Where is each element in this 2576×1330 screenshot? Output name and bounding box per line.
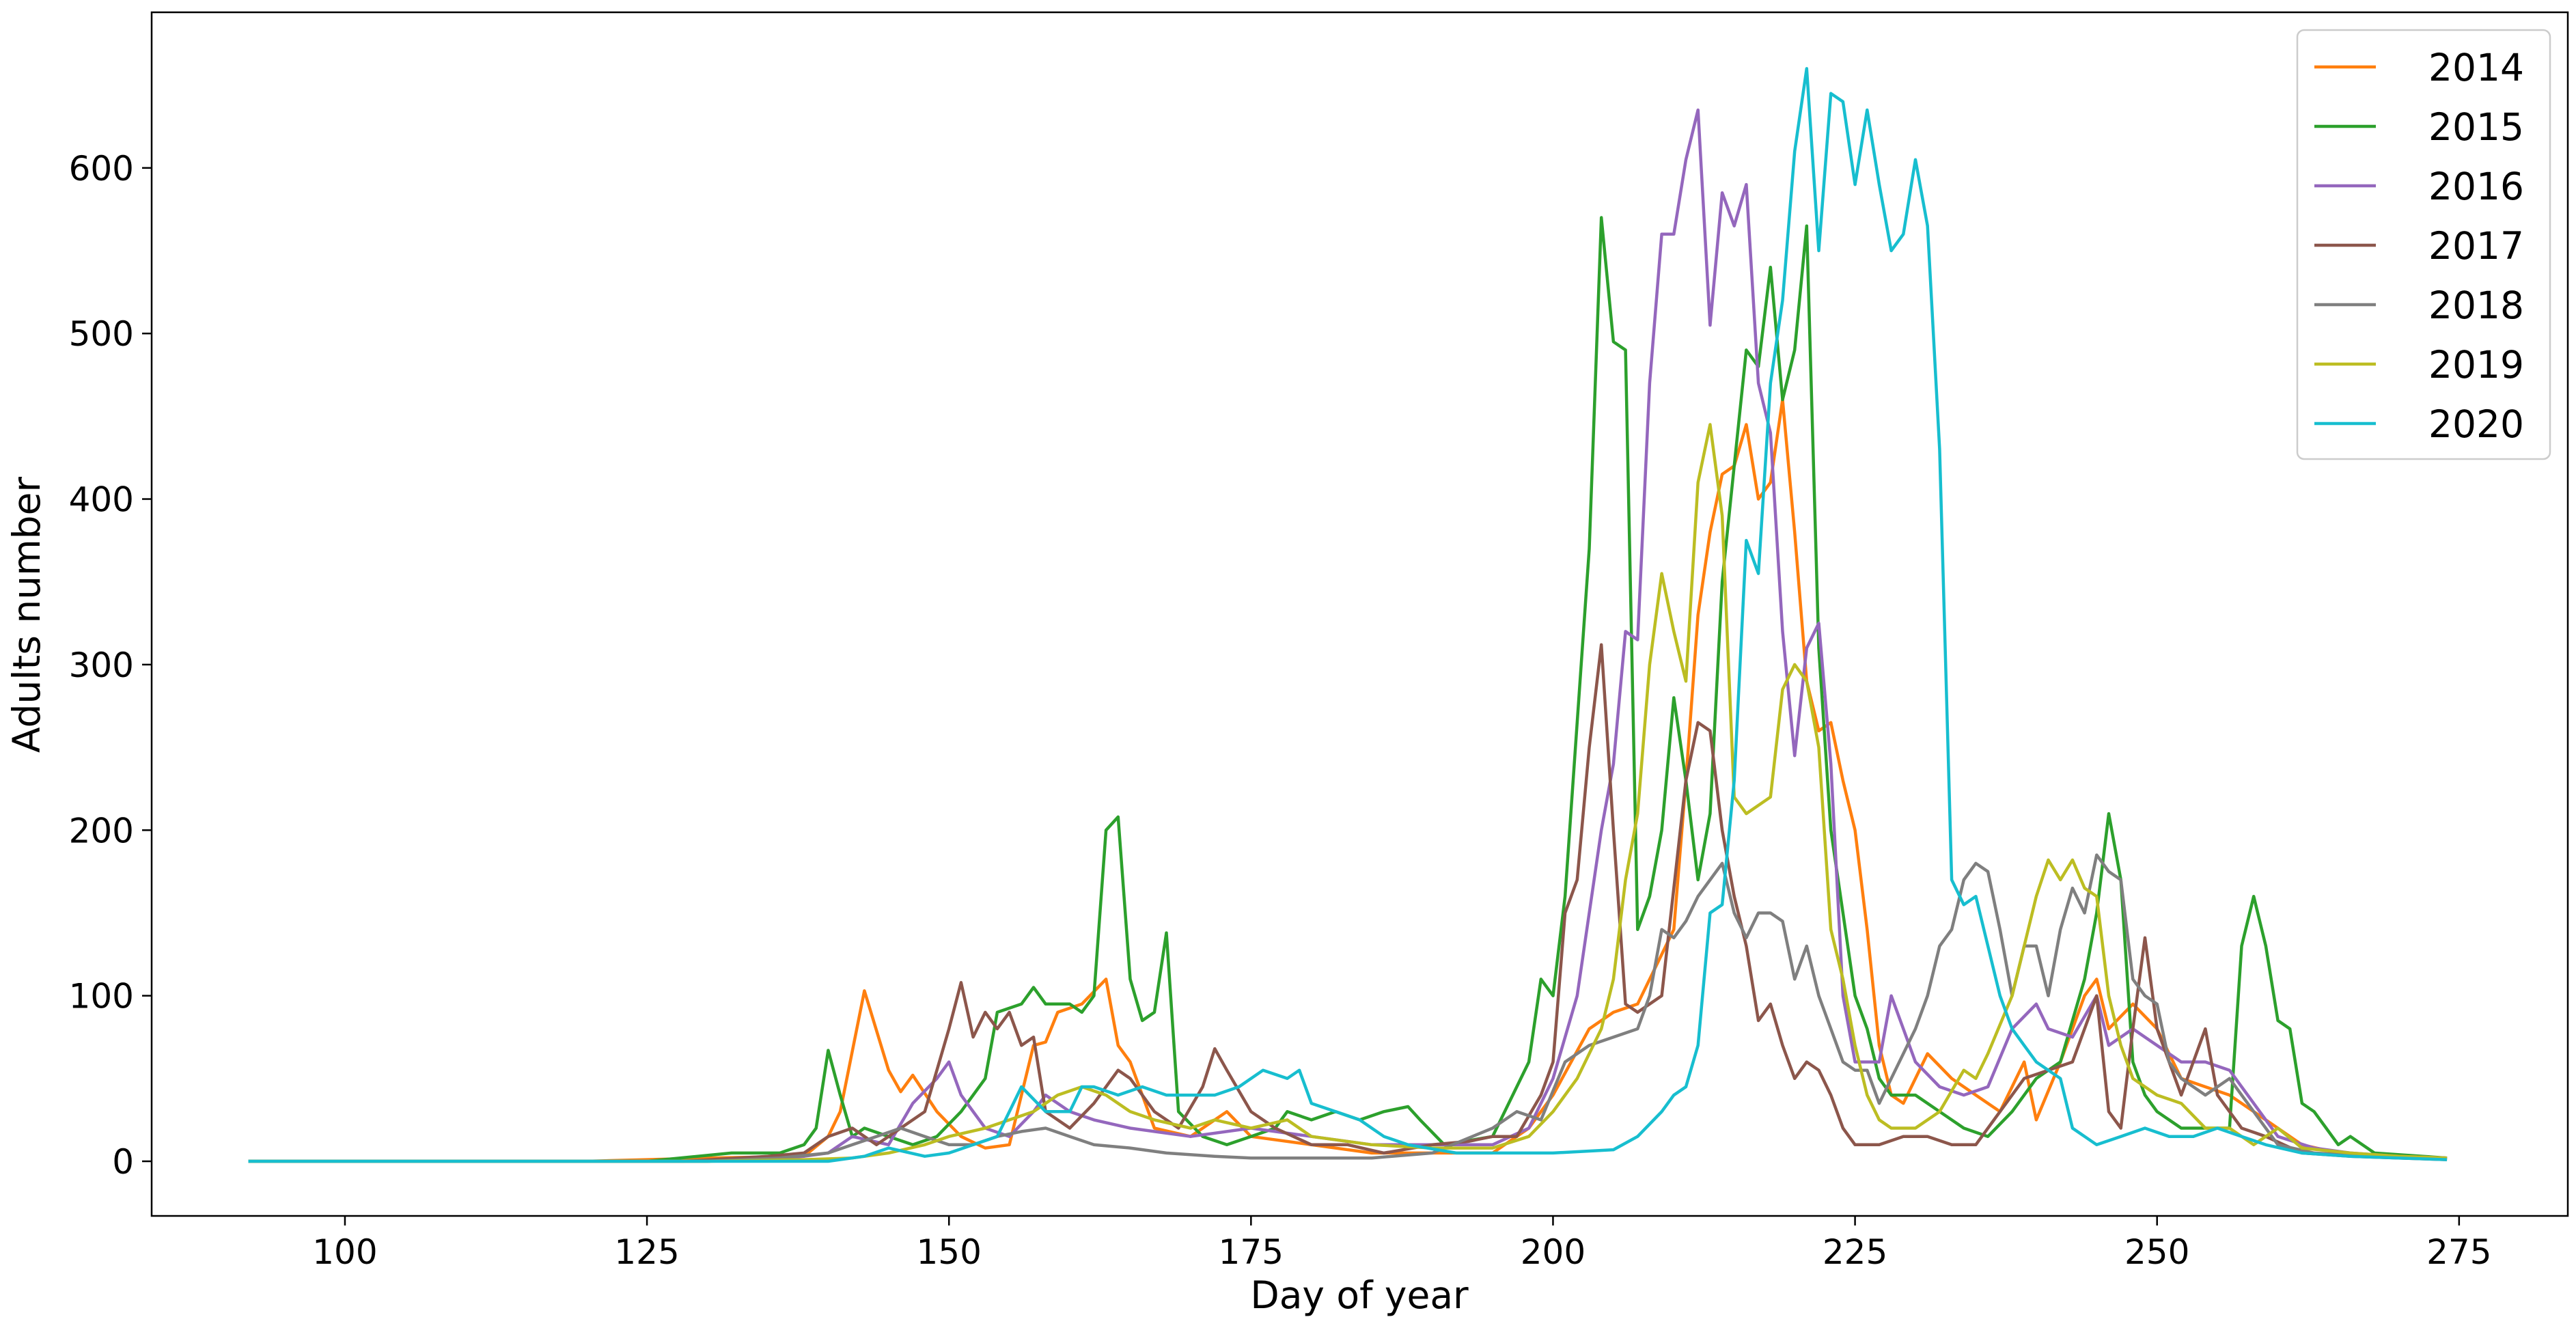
legend-label-2020: 2020 [2428, 402, 2524, 446]
plot-frame [150, 11, 2569, 1217]
legend-label-2019: 2019 [2428, 343, 2524, 387]
y-axis: 0 100 200 300 400 500 600 [69, 149, 152, 1182]
series-line-2015 [248, 216, 2448, 1163]
y-tick-label: 200 [69, 811, 134, 850]
series-line-2016 [248, 108, 2448, 1163]
legend-label-2017: 2017 [2428, 224, 2524, 268]
x-tick-label: 125 [614, 1232, 679, 1272]
y-tick-label: 0 [112, 1142, 134, 1182]
legend-label-2015: 2015 [2428, 105, 2524, 149]
x-axis-title: Day of year [1250, 1273, 1469, 1317]
y-tick-label: 500 [69, 314, 134, 354]
x-tick-label: 275 [2426, 1232, 2491, 1272]
legend-label-2018: 2018 [2428, 283, 2524, 327]
y-tick-label: 600 [69, 149, 134, 189]
y-tick-label: 400 [69, 480, 134, 520]
x-tick-label: 100 [312, 1232, 377, 1272]
series-line-2019 [248, 423, 2448, 1163]
legend-label-2014: 2014 [2428, 46, 2524, 89]
y-tick-label: 300 [69, 646, 134, 685]
legend: 2014 2015 2016 2017 2018 2019 2020 [2296, 29, 2551, 460]
x-tick-label: 250 [2124, 1232, 2189, 1272]
series-line-2018 [248, 853, 2448, 1163]
series-lines [248, 67, 2448, 1163]
x-tick-label: 150 [916, 1232, 981, 1272]
x-axis: 100 125 150 175 200 225 250 275 [312, 1216, 2492, 1272]
x-tick-label: 200 [1521, 1232, 1585, 1272]
y-axis-title: Adults number [5, 477, 49, 753]
y-tick-label: 100 [69, 977, 134, 1016]
series-line-2014 [248, 398, 2448, 1163]
x-tick-label: 225 [1823, 1232, 1887, 1272]
legend-box [2296, 29, 2551, 460]
series-line-2020 [248, 67, 2448, 1163]
legend-label-2016: 2016 [2428, 165, 2524, 208]
x-tick-label: 175 [1219, 1232, 1284, 1272]
